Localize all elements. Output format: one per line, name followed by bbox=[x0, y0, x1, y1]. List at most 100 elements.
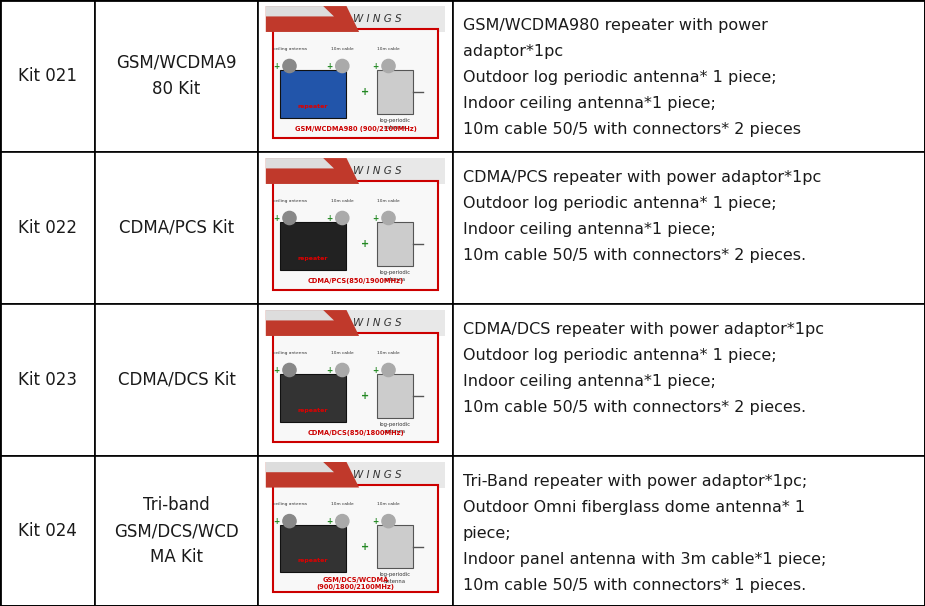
Text: Outdoor Omni fiberglass dome antenna* 1: Outdoor Omni fiberglass dome antenna* 1 bbox=[463, 500, 805, 515]
Text: antenna: antenna bbox=[384, 579, 406, 584]
Bar bbox=[95, 152, 258, 304]
Text: Indoor ceiling antenna*1 piece;: Indoor ceiling antenna*1 piece; bbox=[463, 96, 716, 111]
Bar bbox=[258, 304, 453, 456]
Text: log-periodic: log-periodic bbox=[379, 422, 411, 427]
Bar bbox=[273, 29, 438, 138]
Bar bbox=[279, 222, 346, 270]
Text: repeater: repeater bbox=[297, 104, 327, 108]
Text: Kit 023: Kit 023 bbox=[18, 371, 77, 389]
Text: CDMA/PCS(850/1900MHz): CDMA/PCS(850/1900MHz) bbox=[307, 278, 403, 284]
Bar bbox=[377, 222, 413, 265]
Bar bbox=[265, 158, 445, 184]
Polygon shape bbox=[265, 462, 334, 472]
Bar bbox=[0, 152, 95, 304]
Text: ceiling antenna: ceiling antenna bbox=[273, 502, 306, 506]
Text: +: + bbox=[326, 365, 332, 375]
Text: 10m cable 50/5 with connectors* 2 pieces: 10m cable 50/5 with connectors* 2 pieces bbox=[463, 122, 801, 137]
Text: W I N G S: W I N G S bbox=[352, 470, 401, 480]
Text: +: + bbox=[273, 213, 279, 222]
Circle shape bbox=[382, 514, 395, 528]
Text: +: + bbox=[326, 213, 332, 222]
Text: +: + bbox=[372, 213, 378, 222]
Bar bbox=[377, 70, 413, 114]
Text: 10m cable: 10m cable bbox=[377, 47, 400, 51]
Bar bbox=[279, 375, 346, 422]
Circle shape bbox=[336, 514, 349, 528]
Bar bbox=[0, 0, 95, 152]
Text: 10m cable: 10m cable bbox=[331, 47, 353, 51]
Bar bbox=[265, 462, 445, 600]
Text: 10m cable 50/5 with connectors* 2 pieces.: 10m cable 50/5 with connectors* 2 pieces… bbox=[463, 400, 806, 415]
Bar bbox=[273, 333, 438, 442]
Text: W I N G S: W I N G S bbox=[352, 318, 401, 328]
Circle shape bbox=[283, 514, 296, 528]
Text: W I N G S: W I N G S bbox=[352, 166, 401, 176]
Circle shape bbox=[336, 364, 349, 376]
Bar bbox=[265, 6, 445, 146]
Text: repeater: repeater bbox=[297, 408, 327, 413]
Text: +: + bbox=[372, 517, 378, 525]
Text: 10m cable 50/5 with connectors* 2 pieces.: 10m cable 50/5 with connectors* 2 pieces… bbox=[463, 248, 806, 263]
Text: 10m cable: 10m cable bbox=[331, 502, 353, 506]
Text: log-periodic: log-periodic bbox=[379, 118, 411, 123]
Text: +: + bbox=[372, 61, 378, 70]
Bar bbox=[453, 152, 925, 304]
Bar bbox=[279, 70, 346, 118]
Text: Outdoor log periodic antenna* 1 piece;: Outdoor log periodic antenna* 1 piece; bbox=[463, 348, 777, 363]
Text: ceiling antenna: ceiling antenna bbox=[273, 351, 306, 355]
Text: Indoor panel antenna with 3m cable*1 piece;: Indoor panel antenna with 3m cable*1 pie… bbox=[463, 552, 826, 567]
Text: log-periodic: log-periodic bbox=[379, 573, 411, 578]
Text: Outdoor log periodic antenna* 1 piece;: Outdoor log periodic antenna* 1 piece; bbox=[463, 70, 777, 85]
Text: CDMA/DCS Kit: CDMA/DCS Kit bbox=[117, 371, 236, 389]
Text: GSM/DCS/WCDMA
(900/1800/2100MHz): GSM/DCS/WCDMA (900/1800/2100MHz) bbox=[316, 577, 394, 590]
Text: Outdoor log periodic antenna* 1 piece;: Outdoor log periodic antenna* 1 piece; bbox=[463, 196, 777, 211]
Bar bbox=[95, 0, 258, 152]
Text: +: + bbox=[273, 365, 279, 375]
Circle shape bbox=[283, 364, 296, 376]
Circle shape bbox=[382, 211, 395, 225]
Text: GSM/WCDMA980 repeater with power: GSM/WCDMA980 repeater with power bbox=[463, 18, 768, 33]
Text: log-periodic: log-periodic bbox=[379, 270, 411, 275]
Text: CDMA/DCS repeater with power adaptor*1pc: CDMA/DCS repeater with power adaptor*1pc bbox=[463, 322, 824, 337]
Text: 10m cable: 10m cable bbox=[377, 351, 400, 355]
Bar bbox=[279, 525, 346, 573]
Text: +: + bbox=[362, 239, 369, 249]
Circle shape bbox=[283, 211, 296, 225]
Circle shape bbox=[382, 364, 395, 376]
Text: repeater: repeater bbox=[297, 558, 327, 563]
Text: +: + bbox=[362, 391, 369, 401]
Text: W I N G S: W I N G S bbox=[352, 14, 401, 24]
Polygon shape bbox=[265, 462, 359, 488]
Bar bbox=[0, 456, 95, 606]
Text: ceiling antenna: ceiling antenna bbox=[273, 199, 306, 203]
Polygon shape bbox=[265, 6, 359, 32]
Text: antenna: antenna bbox=[384, 276, 406, 282]
Bar bbox=[265, 6, 445, 32]
Text: CDMA/PCS Kit: CDMA/PCS Kit bbox=[119, 219, 234, 237]
Text: +: + bbox=[273, 61, 279, 70]
Bar bbox=[273, 485, 438, 591]
Polygon shape bbox=[265, 6, 334, 16]
Text: Indoor ceiling antenna*1 piece;: Indoor ceiling antenna*1 piece; bbox=[463, 222, 716, 237]
Text: 10m cable: 10m cable bbox=[331, 199, 353, 203]
Text: GSM/WCDMA980 (900/2100MHz): GSM/WCDMA980 (900/2100MHz) bbox=[294, 126, 416, 132]
Polygon shape bbox=[265, 158, 359, 184]
Text: 10m cable: 10m cable bbox=[377, 502, 400, 506]
Text: Tri-Band repeater with power adaptor*1pc;: Tri-Band repeater with power adaptor*1pc… bbox=[463, 474, 808, 489]
Bar bbox=[265, 158, 445, 298]
Bar bbox=[377, 525, 413, 568]
Bar bbox=[453, 304, 925, 456]
Text: +: + bbox=[362, 542, 369, 552]
Circle shape bbox=[336, 59, 349, 73]
Text: +: + bbox=[326, 517, 332, 525]
Text: antenna: antenna bbox=[384, 124, 406, 130]
Bar bbox=[265, 310, 445, 450]
Text: CDMA/PCS repeater with power adaptor*1pc: CDMA/PCS repeater with power adaptor*1pc bbox=[463, 170, 821, 185]
Bar bbox=[95, 304, 258, 456]
Bar bbox=[258, 152, 453, 304]
Bar bbox=[453, 456, 925, 606]
Polygon shape bbox=[265, 310, 359, 336]
Text: ceiling antenna: ceiling antenna bbox=[273, 47, 306, 51]
Text: +: + bbox=[362, 87, 369, 97]
Bar bbox=[265, 462, 445, 488]
